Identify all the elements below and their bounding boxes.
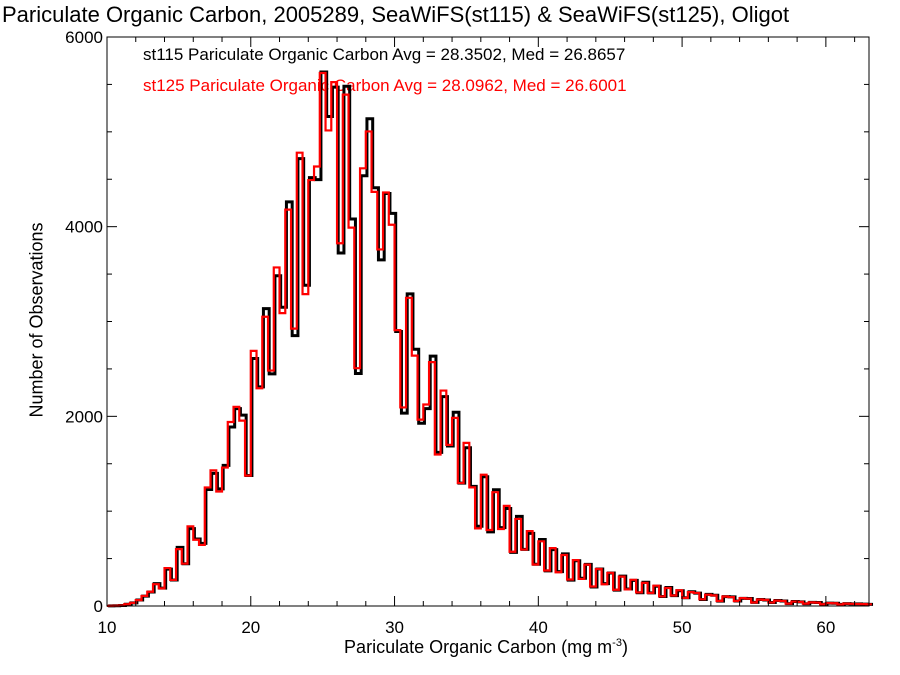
series-line-st115	[108, 70, 874, 608]
y-tick-label: 4000	[65, 218, 103, 237]
legend-st125: st125 Pariculate Organic Carbon Avg = 28…	[143, 76, 627, 95]
x-tick-label: 60	[816, 618, 835, 637]
x-axis-label: Pariculate Organic Carbon (mg m-3)	[344, 637, 628, 658]
x-tick-label: 50	[673, 618, 692, 637]
x-axis-label-exponent: -3	[612, 637, 622, 649]
x-axis-label-close: )	[621, 637, 628, 657]
y-tick-label: 0	[94, 597, 103, 616]
y-tick-label: 2000	[65, 407, 103, 426]
y-tick-label: 6000	[65, 28, 103, 47]
legend-st115: st115 Pariculate Organic Carbon Avg = 28…	[143, 45, 626, 64]
x-tick-label: 30	[385, 618, 404, 637]
x-tick-label: 20	[241, 618, 260, 637]
x-tick-label: 40	[529, 618, 548, 637]
chart-title: Pariculate Organic Carbon, 2005289, SeaW…	[2, 2, 790, 27]
x-tick-label: 10	[98, 618, 117, 637]
series-line-st125	[107, 71, 872, 608]
x-axis-label-text: Pariculate Organic Carbon (mg m	[344, 637, 613, 657]
